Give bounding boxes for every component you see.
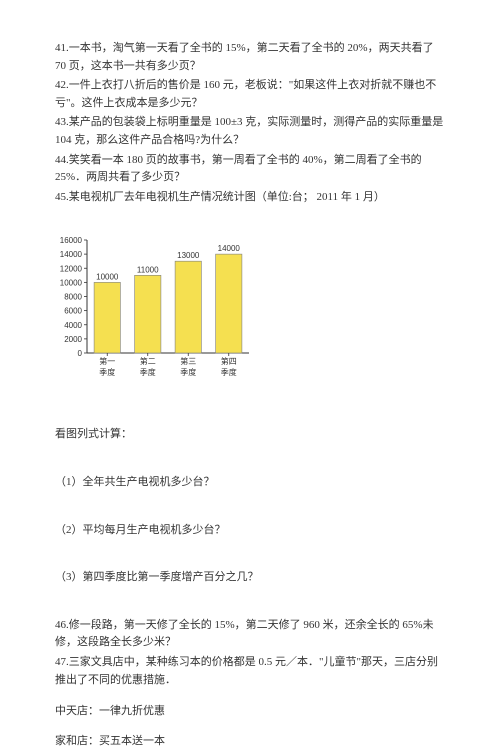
problem-44: 44.笑笑看一本 180 页的故事书，第一周看了全书的 40%，第二周看了全书的… [55,152,445,187]
svg-text:14000: 14000 [218,244,241,253]
svg-text:10000: 10000 [96,273,119,282]
svg-text:季度: 季度 [140,367,156,377]
svg-text:10000: 10000 [60,279,83,288]
svg-text:13000: 13000 [177,252,200,261]
svg-text:季度: 季度 [221,367,237,377]
svg-text:14000: 14000 [60,250,83,259]
svg-text:11000: 11000 [137,266,159,275]
problem-42: 42.一件上衣打八折后的售价是 160 元，老板说："如果这件上衣对折就不赚也不… [55,77,445,112]
store-1: 中天店：一律九折优惠 [55,703,445,721]
chart-svg: 0 2000 4000 6000 8000 10000 12000 14000 16000 100… [55,226,255,381]
svg-text:8000: 8000 [64,293,82,302]
questions-intro: 看图列式计算： [55,426,445,444]
svg-text:0: 0 [78,349,83,358]
question-1: （1）全年共生产电视机多少台？ [55,474,445,492]
svg-text:第三: 第三 [180,356,196,366]
svg-text:季度: 季度 [180,367,196,377]
svg-text:季度: 季度 [99,367,115,377]
problem-41: 41.一本书，淘气第一天看了全书的 15%，第二天看了全书的 20%，两天共看了… [55,40,445,75]
svg-text:16000: 16000 [60,236,83,245]
svg-text:第四: 第四 [221,356,237,366]
svg-text:第二: 第二 [140,356,156,366]
svg-text:第一: 第一 [99,356,115,366]
svg-text:6000: 6000 [64,307,82,316]
svg-text:2000: 2000 [64,335,82,344]
problem-46: 46.修一段路，第一天修了全长的 15%，第二天修了 960 米，还余全长的 6… [55,617,445,652]
problem-45: 45.某电视机厂去年电视机生产情况统计图（单位:台； 2011 年 1 月） [55,189,445,207]
bar-chart: 0 2000 4000 6000 8000 10000 12000 14000 16000 100… [55,226,255,386]
store-2: 家和店：买五本送一本 [55,733,445,750]
problem-43: 43.某产品的包装袋上标明重量是 100±3 克，实际测量时，测得产品的实际重量… [55,114,445,149]
question-3: （3）第四季度比第一季度增产百分之几？ [55,569,445,587]
svg-text:12000: 12000 [60,265,83,274]
question-2: （2）平均每月生产电视机多少台？ [55,522,445,540]
problem-47: 47.三家文具店中，某种练习本的价格都是 0.5 元／本．"儿童节"那天，三店分… [55,654,445,689]
svg-text:4000: 4000 [64,321,82,330]
